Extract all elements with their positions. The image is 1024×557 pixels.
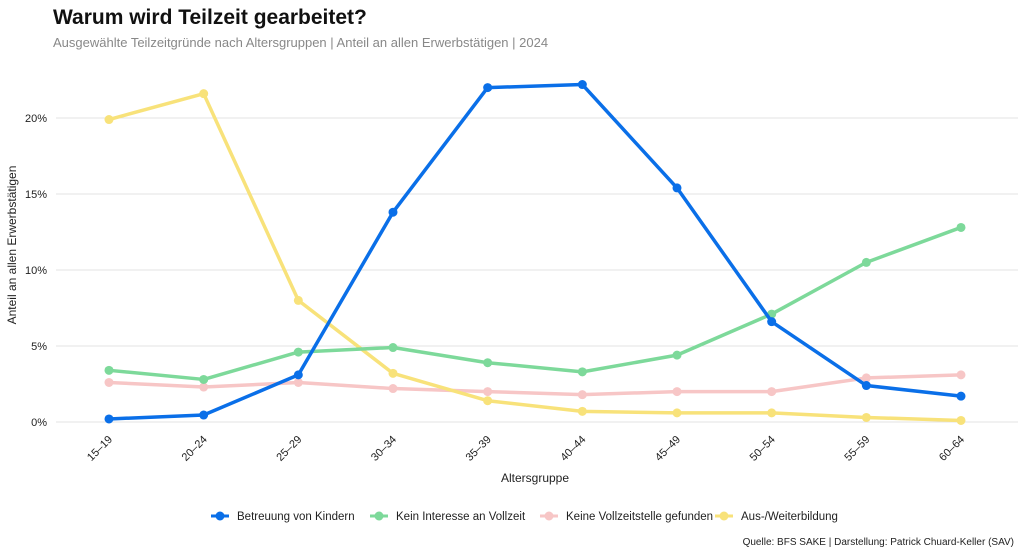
data-point bbox=[861, 373, 871, 383]
series-0 bbox=[104, 80, 966, 424]
data-point bbox=[293, 347, 303, 357]
data-point bbox=[672, 183, 682, 193]
legend-label: Betreuung von Kindern bbox=[237, 511, 355, 523]
data-point bbox=[956, 370, 966, 380]
data-point bbox=[388, 368, 398, 378]
data-point bbox=[672, 408, 682, 418]
legend-label: Aus-/Weiterbildung bbox=[741, 511, 838, 523]
legend-item: Keine Vollzeitstelle gefunden bbox=[540, 511, 713, 523]
data-point bbox=[861, 257, 871, 267]
data-point bbox=[577, 367, 587, 377]
source-note: Quelle: BFS SAKE | Darstellung: Patrick … bbox=[742, 537, 1014, 548]
chart-subtitle: Ausgewählte Teilzeitgründe nach Altersgr… bbox=[53, 35, 549, 50]
x-tick-label: 25–29 bbox=[274, 434, 304, 464]
x-tick-label: 35–39 bbox=[464, 434, 494, 464]
data-point bbox=[861, 412, 871, 422]
legend-item: Aus-/Weiterbildung bbox=[715, 511, 838, 523]
data-point bbox=[199, 410, 209, 420]
legend-marker bbox=[719, 511, 729, 521]
series-line bbox=[108, 82, 962, 421]
legend-item: Kein Interesse an Vollzeit bbox=[370, 511, 526, 523]
y-tick-label: 20% bbox=[25, 113, 47, 125]
x-tick-label: 40–44 bbox=[558, 434, 588, 464]
data-point bbox=[861, 381, 871, 391]
series-line bbox=[108, 91, 962, 423]
series-1 bbox=[104, 222, 966, 384]
x-tick-label: 60–64 bbox=[937, 434, 967, 464]
x-tick-label: 30–34 bbox=[369, 434, 399, 464]
x-tick-label: 50–54 bbox=[748, 434, 778, 464]
y-tick-label: 5% bbox=[31, 341, 47, 353]
series-line bbox=[108, 373, 962, 397]
legend-marker bbox=[544, 511, 554, 521]
data-point bbox=[483, 358, 493, 368]
data-point bbox=[293, 295, 303, 305]
legend-label: Keine Vollzeitstelle gefunden bbox=[566, 511, 713, 523]
x-axis-label: Altersgruppe bbox=[501, 471, 569, 485]
data-point bbox=[104, 365, 114, 375]
y-axis-label: Anteil an allen Erwerbstätigen bbox=[5, 166, 19, 325]
series-3 bbox=[104, 89, 966, 425]
data-point bbox=[104, 414, 114, 424]
y-tick-label: 15% bbox=[25, 189, 47, 201]
data-point bbox=[672, 387, 682, 397]
data-point bbox=[199, 374, 209, 384]
data-point bbox=[104, 377, 114, 387]
data-point bbox=[293, 377, 303, 387]
data-point bbox=[672, 350, 682, 360]
legend-marker bbox=[374, 511, 384, 521]
x-tick-label: 45–49 bbox=[653, 434, 683, 464]
data-point bbox=[956, 222, 966, 232]
y-tick-label: 0% bbox=[31, 417, 47, 429]
data-point bbox=[104, 115, 114, 125]
data-point bbox=[199, 89, 209, 99]
data-point bbox=[767, 387, 777, 397]
chart-title: Warum wird Teilzeit gearbeitet? bbox=[53, 6, 367, 29]
data-point bbox=[577, 390, 587, 400]
data-point bbox=[483, 83, 493, 93]
series-line bbox=[108, 225, 962, 382]
data-point bbox=[956, 415, 966, 425]
series-2 bbox=[104, 370, 966, 400]
x-tick-label: 15–19 bbox=[85, 434, 115, 464]
legend-item: Betreuung von Kindern bbox=[211, 511, 355, 523]
x-tick-label: 55–59 bbox=[842, 434, 872, 464]
data-point bbox=[956, 391, 966, 401]
data-point bbox=[767, 408, 777, 418]
data-point bbox=[388, 207, 398, 217]
data-point bbox=[767, 317, 777, 327]
data-point bbox=[388, 343, 398, 353]
y-tick-label: 10% bbox=[25, 265, 47, 277]
data-point bbox=[388, 384, 398, 394]
data-point bbox=[293, 370, 303, 380]
legend-label: Kein Interesse an Vollzeit bbox=[396, 511, 526, 523]
data-point bbox=[577, 406, 587, 416]
data-point bbox=[483, 387, 493, 397]
x-tick-label: 20–24 bbox=[180, 434, 210, 464]
data-point bbox=[483, 396, 493, 406]
data-point bbox=[199, 382, 209, 392]
legend-marker bbox=[215, 511, 225, 521]
data-point bbox=[577, 80, 587, 90]
